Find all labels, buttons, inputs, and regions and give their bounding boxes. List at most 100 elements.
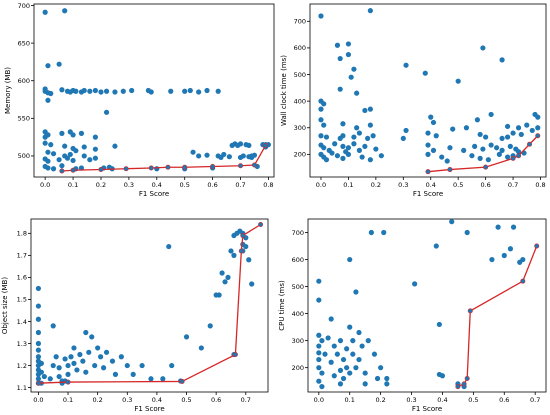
data-point [319, 338, 325, 344]
data-point [45, 63, 51, 69]
data-point [488, 142, 494, 148]
data-point [323, 157, 330, 163]
chart-2: 0.0 0.1 0.2 0.3 0.4 0.5 0.6 0.7 0.8 200 300 400 500 6… [280, 3, 547, 198]
data-point [340, 121, 346, 127]
x-tick-label: 0.3 [406, 396, 416, 404]
data-point [56, 61, 62, 67]
x-tick-label: 0.0 [316, 181, 326, 189]
data-point [130, 371, 136, 377]
data-point [183, 334, 190, 340]
data-point [316, 350, 322, 356]
data-point [118, 354, 124, 360]
data-point [499, 147, 505, 153]
data-point [504, 123, 511, 130]
data-point [529, 127, 535, 134]
x-axis-label: F1 Score [139, 190, 169, 198]
data-point [464, 229, 470, 236]
x-axis-label: F1 Score [134, 405, 164, 413]
data-point [494, 145, 500, 151]
x-tick-label: 0.5 [180, 181, 190, 189]
data-point [344, 365, 350, 371]
data-point [62, 143, 68, 149]
data-point [35, 340, 42, 347]
data-point [359, 343, 365, 349]
pareto-point [520, 278, 526, 284]
data-point [228, 248, 234, 254]
pareto-point [123, 166, 129, 172]
data-point [48, 90, 54, 97]
data-point [98, 354, 104, 360]
plot-frame [309, 3, 547, 178]
data-point [225, 274, 231, 281]
data-point [449, 219, 455, 225]
data-point [47, 376, 53, 382]
data-point [474, 117, 480, 123]
data-point [120, 88, 126, 94]
data-point [148, 376, 154, 382]
data-point [345, 51, 352, 58]
data-point [154, 166, 160, 172]
y-tick-label: 1.6 [17, 274, 27, 282]
x-tick-label: 0.0 [314, 396, 324, 404]
y-tick-label: 400 [292, 310, 304, 318]
data-point [86, 349, 92, 355]
data-point [368, 229, 374, 236]
data-point [340, 133, 346, 139]
plot-frame [307, 218, 547, 393]
data-point [334, 42, 341, 48]
data-point [337, 338, 344, 344]
data-point [204, 152, 210, 158]
data-point [42, 9, 48, 15]
data-point [354, 90, 360, 96]
pareto-point [70, 167, 76, 173]
data-point [365, 135, 371, 142]
data-point [381, 229, 387, 236]
data-point [362, 143, 368, 149]
data-point [447, 145, 453, 151]
y-tick-label: 600 [294, 44, 306, 52]
data-point [359, 154, 365, 160]
data-point [42, 140, 48, 146]
data-point [496, 151, 502, 157]
pareto-point [179, 378, 185, 384]
pareto-point [464, 375, 470, 381]
x-tick-label: 0.7 [235, 181, 245, 189]
data-point [98, 89, 104, 95]
data-point [35, 376, 42, 382]
data-point [403, 127, 409, 134]
data-point [50, 362, 56, 369]
data-point [35, 347, 42, 353]
data-point [42, 134, 48, 140]
data-point [45, 158, 51, 164]
data-point [198, 345, 204, 351]
data-point [354, 125, 360, 131]
data-point [196, 89, 202, 95]
data-point [67, 151, 73, 158]
y-tick-label: 200 [294, 151, 306, 159]
data-point [425, 151, 431, 157]
x-tick-label: 0.3 [124, 181, 134, 189]
data-point [472, 143, 478, 149]
data-point [95, 345, 101, 351]
chart-1: 0.0 0.1 0.2 0.3 0.4 0.5 0.6 0.7 0.8 500 550 600 650 7… [4, 2, 275, 198]
data-point [334, 153, 341, 159]
data-point [321, 101, 327, 107]
pareto-point [425, 169, 431, 175]
data-point [384, 381, 390, 387]
data-point [83, 329, 89, 336]
data-point [334, 351, 340, 357]
data-point [367, 157, 373, 163]
data-point [92, 134, 98, 140]
pareto-point [516, 153, 522, 159]
data-point [425, 130, 431, 136]
x-tick-label: 0.1 [345, 396, 355, 404]
data-point [92, 146, 98, 152]
data-point [469, 153, 475, 159]
x-tick-label: 0.2 [92, 396, 102, 404]
y-axis-label: Memory (MB) [4, 67, 12, 114]
pareto-point [251, 162, 257, 168]
data-point [103, 88, 110, 94]
data-point [226, 154, 232, 160]
data-point [340, 155, 346, 161]
